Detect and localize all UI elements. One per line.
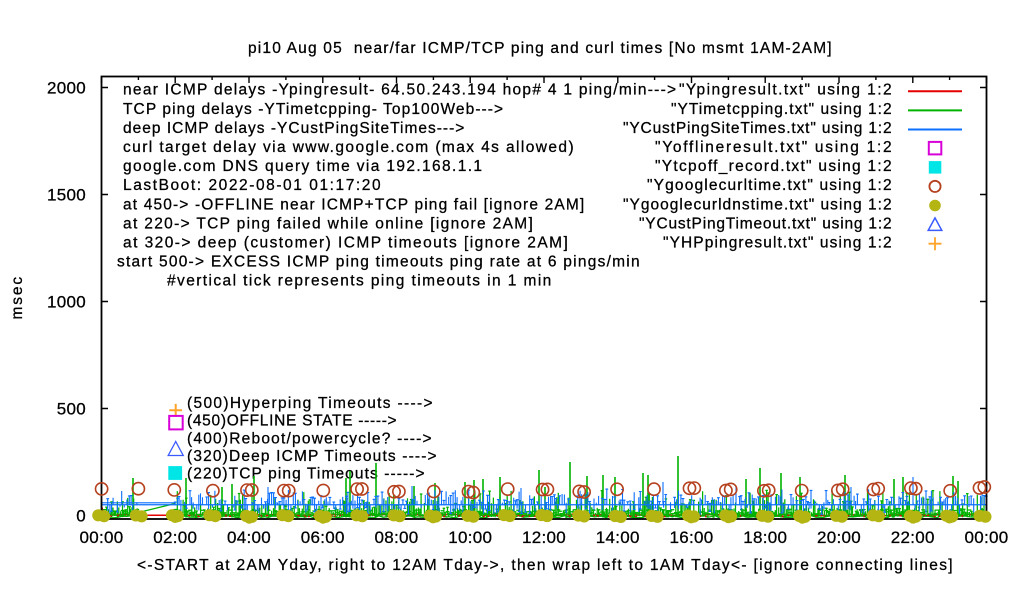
svg-text:12:00: 12:00 bbox=[522, 528, 566, 547]
svg-text:"Ygooglecurltime.txt" using 1:: "Ygooglecurltime.txt" using 1:2 bbox=[647, 177, 892, 194]
svg-text:06:00: 06:00 bbox=[301, 528, 345, 547]
svg-text:start 500-> EXCESS ICMP ping t: start 500-> EXCESS ICMP ping timeouts pi… bbox=[117, 254, 640, 271]
svg-text:"YTimetcpping.txt" using 1:2: "YTimetcpping.txt" using 1:2 bbox=[671, 101, 892, 118]
svg-text:LastBoot: 2022-08-01 01:17:20: LastBoot: 2022-08-01 01:17:20 bbox=[123, 177, 381, 194]
svg-text:1000: 1000 bbox=[47, 293, 86, 312]
svg-text:"Yofflineresult.txt" using 1:2: "Yofflineresult.txt" using 1:2 bbox=[655, 139, 892, 156]
svg-text:google.com DNS query time via: google.com DNS query time via 192.168.1.… bbox=[123, 158, 482, 175]
svg-text:<-START at 2AM Yday, right to: <-START at 2AM Yday, right to 12AM Tday-… bbox=[137, 557, 953, 574]
svg-text:(400)Reboot/powercycle? ---->: (400)Reboot/powercycle? ----> bbox=[187, 430, 432, 447]
svg-text:at 450-> -OFFLINE near ICMP+TC: at 450-> -OFFLINE near ICMP+TCP ping fai… bbox=[123, 196, 585, 213]
svg-text:0: 0 bbox=[76, 507, 86, 526]
svg-text:near ICMP delays -Ypingresult-: near ICMP delays -Ypingresult- 64.50.243… bbox=[123, 82, 676, 99]
svg-text:22:00: 22:00 bbox=[891, 528, 935, 547]
svg-text:"YCustPingSiteTimes.txt" using: "YCustPingSiteTimes.txt" using 1:2 bbox=[623, 120, 892, 137]
svg-text:"YCustPingTimeout.txt" using 1: "YCustPingTimeout.txt" using 1:2 bbox=[639, 215, 892, 232]
svg-text:08:00: 08:00 bbox=[374, 528, 418, 547]
svg-text:pi10 Aug 05 near/far ICMP/TCP: pi10 Aug 05 near/far ICMP/TCP ping and c… bbox=[248, 40, 832, 57]
svg-text:at 320-> deep (customer) ICMP: at 320-> deep (customer) ICMP timeouts [… bbox=[123, 235, 568, 252]
svg-text:deep ICMP delays -YCustPingSit: deep ICMP delays -YCustPingSiteTimes---> bbox=[123, 120, 465, 137]
svg-text:"Ypingresult.txt" using 1:2: "Ypingresult.txt" using 1:2 bbox=[679, 82, 892, 99]
svg-text:(500)Hyperping Timeouts ---->: (500)Hyperping Timeouts ----> bbox=[187, 395, 433, 412]
svg-text:(450)OFFLINE STATE ----->: (450)OFFLINE STATE -----> bbox=[187, 413, 397, 430]
svg-text:(220)TCP ping Timeouts ----->: (220)TCP ping Timeouts -----> bbox=[187, 466, 425, 483]
svg-text:00:00: 00:00 bbox=[79, 528, 123, 547]
svg-text:at 220-> TCP ping failed while: at 220-> TCP ping failed while online [i… bbox=[123, 215, 533, 232]
svg-text:1500: 1500 bbox=[47, 186, 86, 205]
svg-text:msec: msec bbox=[9, 277, 26, 320]
svg-text:2000: 2000 bbox=[47, 79, 86, 98]
svg-text:"Ygooglecurldnstime.txt" using: "Ygooglecurldnstime.txt" using 1:2 bbox=[623, 196, 892, 213]
svg-text:curl target delay via www.goog: curl target delay via www.google.com (ma… bbox=[123, 139, 574, 156]
svg-text:10:00: 10:00 bbox=[448, 528, 492, 547]
svg-text:"Ytcpoff_record.txt" using 1:2: "Ytcpoff_record.txt" using 1:2 bbox=[655, 158, 892, 175]
svg-text:TCP ping delays -YTimetcpping-: TCP ping delays -YTimetcpping- Top100Web… bbox=[123, 101, 504, 118]
svg-text:20:00: 20:00 bbox=[817, 528, 861, 547]
svg-text:"YHPpingresult.txt" using 1:2: "YHPpingresult.txt" using 1:2 bbox=[663, 235, 892, 252]
svg-text:18:00: 18:00 bbox=[743, 528, 787, 547]
svg-text:#vertical tick represents ping: #vertical tick represents ping timeouts … bbox=[167, 273, 552, 290]
svg-text:02:00: 02:00 bbox=[153, 528, 197, 547]
svg-text:00:00: 00:00 bbox=[964, 528, 1008, 547]
svg-text:04:00: 04:00 bbox=[227, 528, 271, 547]
svg-text:14:00: 14:00 bbox=[596, 528, 640, 547]
svg-text:16:00: 16:00 bbox=[669, 528, 713, 547]
svg-text:(320)Deep ICMP Timeouts ---->: (320)Deep ICMP Timeouts ----> bbox=[187, 448, 437, 465]
svg-text:500: 500 bbox=[57, 400, 86, 419]
